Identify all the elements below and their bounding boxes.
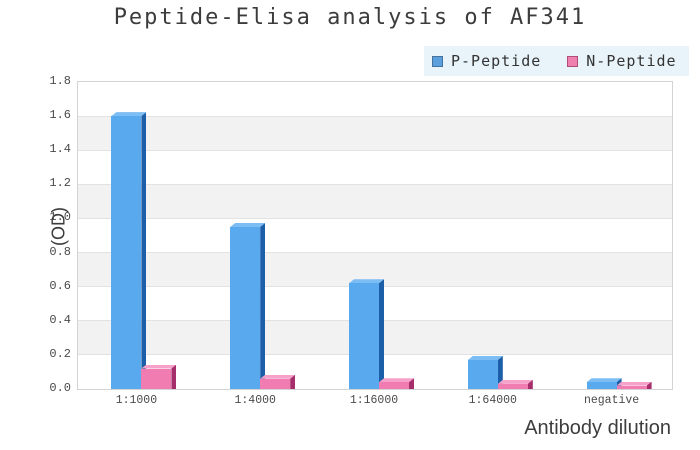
legend-item-n-peptide: N-Peptide [567, 52, 676, 70]
bar-sideface [141, 112, 147, 389]
bar-topface [498, 380, 533, 384]
y-tick-label: 0.6 [49, 278, 71, 293]
bar-face [616, 385, 647, 389]
legend-label: N-Peptide [586, 52, 677, 70]
bar-sideface [260, 222, 266, 389]
x-axis-title: Antibody dilution [524, 417, 671, 439]
plot-wrapper: (OD) 0.0 0.2 0.4 0.6 0.8 1.0 1.2 1.4 1.6 1.8 1:10… [49, 74, 673, 439]
bar-sideface [409, 378, 414, 389]
bar-n-peptide-negative [616, 381, 652, 389]
bar-sideface [527, 379, 533, 389]
bar-p-peptide-negative [586, 378, 622, 389]
y-tick-label: 0.2 [49, 346, 71, 361]
bar-face [141, 368, 172, 389]
plot-band [78, 184, 672, 219]
bar-face [497, 383, 528, 389]
y-tick-label: 0.4 [49, 312, 71, 327]
plot-area [77, 81, 673, 390]
bar-face [586, 382, 617, 389]
legend-swatch-icon [567, 55, 579, 67]
bar-face [260, 378, 291, 389]
y-tick-label: 0.0 [49, 381, 71, 395]
bar-topface [260, 375, 295, 379]
bar-p-peptide-14000 [230, 222, 266, 389]
bar-face [230, 226, 261, 389]
bar-sideface [171, 364, 177, 389]
gridline [78, 149, 672, 151]
bar-topface [111, 112, 146, 116]
legend-item-p-peptide: P-Peptide [432, 52, 541, 70]
x-tick-label: 1:1000 [115, 394, 158, 407]
gridline [78, 217, 672, 219]
y-tick-label: 1.8 [49, 74, 71, 88]
bar-n-peptide-11000 [141, 364, 177, 389]
bar-topface [349, 279, 384, 283]
bar-sideface [646, 381, 652, 389]
bar-n-peptide-164000 [497, 379, 533, 389]
bar-sideface [290, 374, 296, 389]
bar-sideface [379, 279, 384, 389]
bar-p-peptide-11000 [111, 112, 147, 389]
bar-topface [230, 223, 265, 227]
bar-topface [141, 365, 176, 369]
x-tick-label: 1:4000 [234, 394, 276, 407]
gridline [78, 115, 672, 117]
x-tick-label: 1:64000 [468, 394, 517, 407]
x-tick-label: negative [583, 394, 640, 407]
gridline [78, 252, 672, 254]
x-tick-label: 1:16000 [349, 394, 399, 407]
bar-face [111, 116, 142, 389]
bar-face [349, 283, 379, 389]
gridline [78, 183, 672, 185]
y-tick-label: 1.4 [49, 142, 71, 157]
bar-p-peptide-116000 [349, 279, 384, 389]
legend: P-Peptide N-Peptide [424, 46, 689, 76]
bar-topface [617, 382, 652, 386]
bar-topface [468, 356, 503, 360]
chart-title: Peptide-Elisa analysis of AF341 [113, 5, 587, 30]
legend-swatch-icon [432, 55, 443, 67]
bar-n-peptide-116000 [379, 378, 414, 389]
plot-band [78, 116, 672, 151]
bar-n-peptide-14000 [260, 374, 296, 389]
y-tick-label: 1.2 [49, 176, 71, 191]
bar-face [379, 382, 409, 389]
y-tick-label: 0.8 [49, 244, 71, 259]
bar-p-peptide-164000 [467, 356, 503, 389]
bar-topface [587, 378, 622, 382]
bar-face [467, 360, 498, 389]
bar-sideface [497, 356, 503, 389]
legend-label: P-Peptide [451, 52, 542, 70]
y-tick-label: 1.0 [49, 210, 71, 225]
y-tick-label: 1.6 [49, 108, 71, 123]
bar-topface [379, 378, 414, 382]
